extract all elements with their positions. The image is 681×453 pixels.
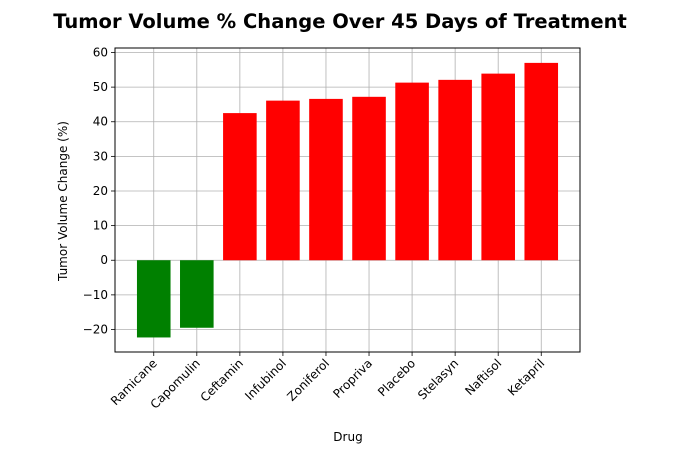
x-axis-label: Drug xyxy=(333,430,362,444)
bar-placebo xyxy=(395,82,429,261)
y-tick-label: 20 xyxy=(93,184,108,198)
y-axis-label: Tumor Volume Change (%) xyxy=(56,121,70,282)
bar-capomulin xyxy=(180,260,214,328)
x-tick-label: Zoniferol xyxy=(284,356,332,404)
bar-infubinol xyxy=(266,100,300,261)
x-axis-ticks: RamicaneCapomulinCeftaminInfubinolZonife… xyxy=(108,352,547,412)
bar-stelasyn xyxy=(438,79,472,261)
x-tick-label: Ceftamin xyxy=(198,356,246,404)
bar-naftisol xyxy=(481,73,515,261)
y-tick-label: 10 xyxy=(93,219,108,233)
y-tick-label: 40 xyxy=(93,115,108,129)
y-tick-label: 30 xyxy=(93,149,108,163)
y-tick-label: −20 xyxy=(83,322,108,336)
x-tick-label: Stelasyn xyxy=(415,356,461,402)
x-tick-label: Placebo xyxy=(375,356,418,399)
y-tick-label: −10 xyxy=(83,288,108,302)
x-tick-label: Naftisol xyxy=(462,356,504,398)
bar-zoniferol xyxy=(309,98,343,261)
plot-frame xyxy=(114,47,581,353)
x-tick-label: Infubinol xyxy=(242,356,289,403)
y-tick-label: 50 xyxy=(93,80,108,94)
y-axis-ticks: −20 −10 0 10 20 30 40 50 60 xyxy=(83,46,115,336)
x-tick-label: Propriva xyxy=(330,356,375,401)
chart-title: Tumor Volume % Change Over 45 Days of Tr… xyxy=(53,10,627,33)
y-tick-label: 60 xyxy=(93,46,108,60)
bar-ceftamin xyxy=(223,113,257,261)
bars xyxy=(136,62,559,338)
x-tick-label: Ketapril xyxy=(505,356,547,398)
y-tick-label: 0 xyxy=(100,253,108,267)
bar-ramicane xyxy=(136,260,171,338)
bar-propriva xyxy=(352,96,386,261)
bar-ketapril xyxy=(524,62,559,261)
